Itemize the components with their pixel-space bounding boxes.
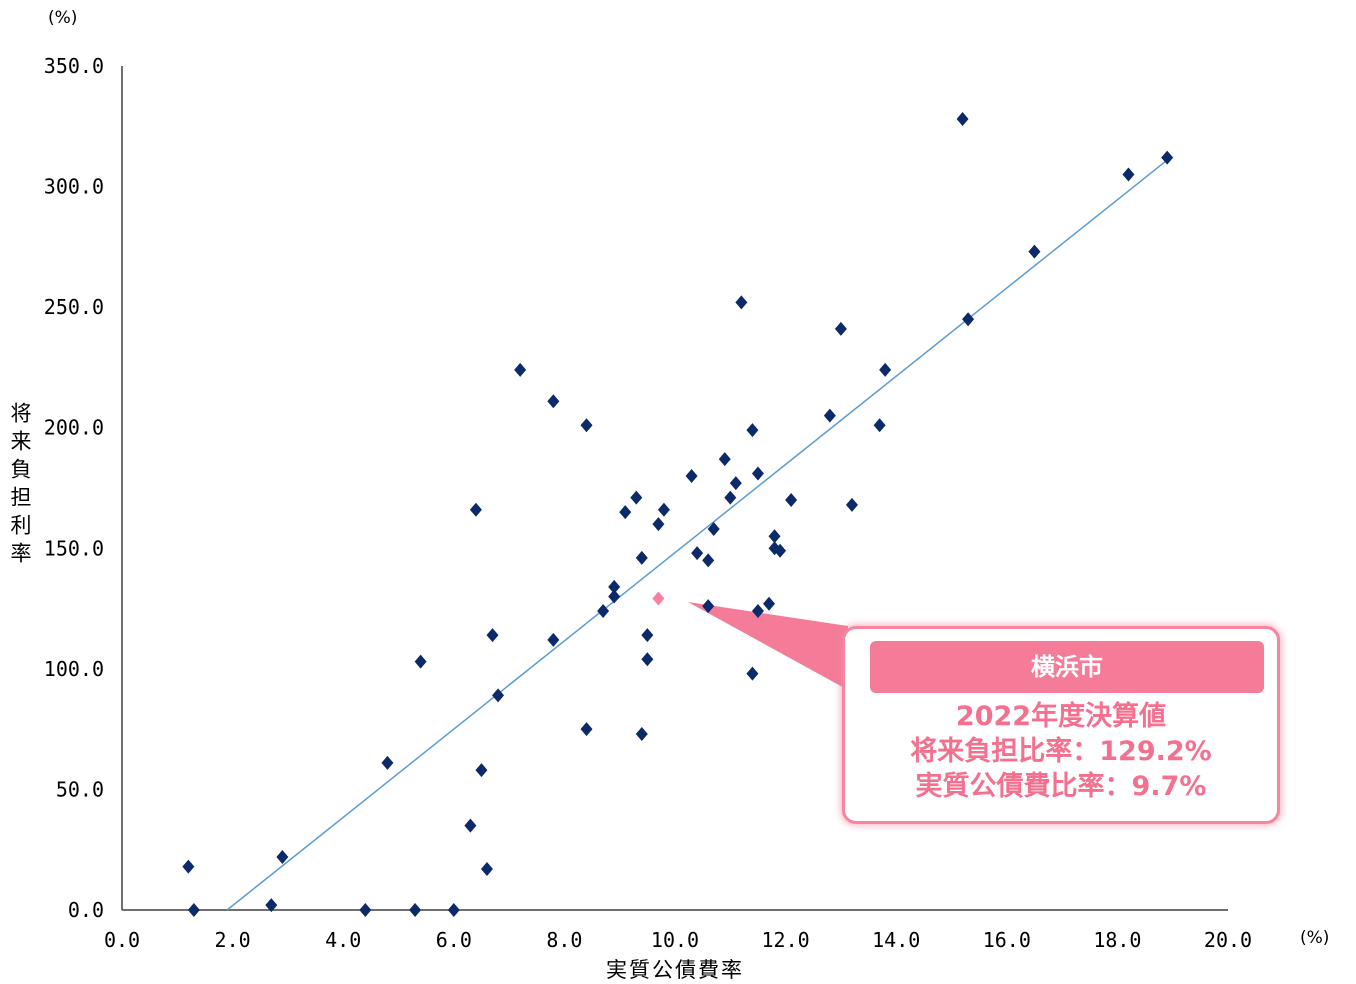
data-point xyxy=(751,466,764,481)
data-point xyxy=(469,502,482,517)
data-point xyxy=(480,862,493,877)
data-point xyxy=(879,362,892,377)
data-point xyxy=(597,603,610,618)
y-tick-label: 200.0 xyxy=(44,416,104,440)
data-point xyxy=(845,497,858,512)
data-point xyxy=(635,550,648,565)
x-tick-label: 4.0 xyxy=(325,928,361,952)
y-tick-label: 0.0 xyxy=(68,898,104,922)
data-point xyxy=(691,546,704,561)
data-point xyxy=(834,321,847,336)
data-point xyxy=(414,654,427,669)
data-point xyxy=(763,596,776,611)
data-point xyxy=(409,903,422,917)
y-tick-label: 150.0 xyxy=(44,536,104,560)
trendline xyxy=(226,159,1168,911)
x-axis-unit: (%) xyxy=(1300,928,1330,948)
callout-box: 横浜市 2022年度決算値 将来負担比率：129.2% 実質公債費比率：9.7% xyxy=(842,626,1280,824)
highlight-point xyxy=(652,591,665,606)
y-tick-label: 300.0 xyxy=(44,175,104,199)
data-point xyxy=(768,529,781,544)
data-point xyxy=(608,579,621,594)
data-point xyxy=(1028,244,1041,259)
data-point xyxy=(265,898,278,913)
data-point xyxy=(492,688,505,703)
data-point xyxy=(702,553,715,568)
data-point xyxy=(729,476,742,491)
data-point xyxy=(785,493,798,508)
data-point xyxy=(619,505,632,520)
data-point xyxy=(685,468,698,483)
data-point xyxy=(751,603,764,618)
data-point xyxy=(724,490,737,505)
data-point xyxy=(873,418,886,433)
data-point xyxy=(608,589,621,604)
data-point xyxy=(359,903,372,917)
data-point xyxy=(580,418,593,433)
data-point xyxy=(746,423,759,438)
data-point xyxy=(746,666,759,681)
x-tick-label: 20.0 xyxy=(1204,928,1252,952)
data-point xyxy=(381,755,394,770)
data-point xyxy=(464,818,477,833)
data-point xyxy=(735,295,748,310)
callout-title: 横浜市 xyxy=(870,641,1264,693)
data-point xyxy=(486,628,499,643)
data-point xyxy=(718,452,731,467)
x-tick-label: 14.0 xyxy=(872,928,920,952)
data-point xyxy=(707,521,720,536)
data-point xyxy=(657,502,670,517)
x-tick-label: 8.0 xyxy=(546,928,582,952)
data-point xyxy=(187,903,200,917)
data-point xyxy=(823,408,836,423)
data-point xyxy=(652,517,665,532)
y-tick-label: 100.0 xyxy=(44,657,104,681)
data-point xyxy=(276,849,289,864)
x-tick-label: 0.0 xyxy=(104,928,140,952)
data-point xyxy=(182,859,195,874)
x-axis-title: 実質公債費率 xyxy=(606,958,744,982)
callout-line-future-burden-ratio: 将来負担比率：129.2% xyxy=(910,736,1212,767)
y-tick-label: 350.0 xyxy=(44,54,104,78)
data-point xyxy=(580,722,593,737)
data-point xyxy=(514,362,527,377)
data-point xyxy=(641,628,654,643)
data-point xyxy=(547,632,560,647)
data-point xyxy=(475,763,488,778)
x-tick-labels: 0.0 2.0 4.0 6.0 8.0 10.0 12.0 14.0 16.0 18.0 20.0 xyxy=(104,928,1252,952)
callout-pointer xyxy=(688,602,848,690)
data-point xyxy=(630,490,643,505)
x-tick-label: 16.0 xyxy=(983,928,1031,952)
data-point xyxy=(1161,150,1174,165)
callout-line-fiscal-year: 2022年度決算値 xyxy=(955,701,1167,732)
x-tick-label: 18.0 xyxy=(1093,928,1141,952)
data-points xyxy=(182,112,1174,917)
x-tick-label: 6.0 xyxy=(436,928,472,952)
data-point xyxy=(702,599,715,614)
callout-line-debt-service-ratio: 実質公債費比率：9.7% xyxy=(915,771,1207,802)
y-axis-unit: (%) xyxy=(48,8,78,28)
y-axis-title: 将来負担利率 xyxy=(8,402,32,570)
data-point xyxy=(962,312,975,327)
data-point xyxy=(635,726,648,741)
callout-text: 2022年度決算値 将来負担比率：129.2% 実質公債費比率：9.7% xyxy=(845,699,1277,804)
x-tick-label: 10.0 xyxy=(651,928,699,952)
data-point xyxy=(1122,167,1135,182)
data-point xyxy=(641,652,654,667)
y-tick-label: 50.0 xyxy=(56,777,104,801)
x-tick-label: 12.0 xyxy=(762,928,810,952)
y-tick-labels: 0.0 50.0 100.0 150.0 200.0 250.0 300.0 350.0 xyxy=(44,54,104,922)
y-tick-label: 250.0 xyxy=(44,295,104,319)
x-tick-label: 2.0 xyxy=(215,928,251,952)
data-point xyxy=(447,903,460,917)
data-point xyxy=(774,543,787,558)
data-point xyxy=(547,394,560,409)
trendline-layer xyxy=(226,159,1168,911)
data-point xyxy=(956,112,969,127)
